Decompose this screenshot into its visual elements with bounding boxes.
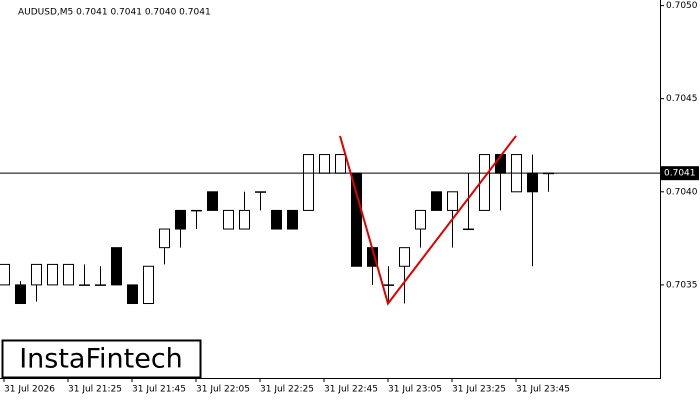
x-tick-label: 31 Jul 23:25 — [452, 385, 506, 395]
candle — [31, 263, 42, 302]
candle-body — [351, 172, 362, 267]
candle-body — [31, 263, 42, 286]
candle — [143, 265, 154, 305]
x-tick-label: 31 Jul 22:05 — [196, 385, 250, 395]
y-tick-label: 0.7040 — [666, 187, 698, 197]
candle-body — [527, 172, 538, 193]
candle-body — [143, 265, 154, 305]
candle-body — [431, 191, 442, 211]
last-price-box — [661, 166, 699, 181]
candle — [111, 247, 122, 286]
candle-body — [303, 154, 314, 211]
candle — [47, 263, 58, 286]
x-tick-label: 31 Jul 21:25 — [68, 385, 122, 395]
x-tick-label: 31 Jul 23:45 — [516, 385, 570, 395]
candle-body — [95, 284, 106, 286]
y-tick-label: 0.7035 — [666, 280, 698, 290]
candle — [95, 266, 106, 286]
candle-body — [15, 284, 26, 305]
candle — [287, 209, 298, 230]
candle — [191, 209, 202, 230]
candle-body — [271, 209, 282, 230]
candle — [351, 172, 362, 267]
candle — [127, 284, 138, 305]
candle — [15, 281, 26, 305]
x-tick-label: 31 Jul 21:45 — [132, 385, 186, 395]
y-tick-label: 0.7050 — [666, 1, 698, 11]
candle-body — [287, 209, 298, 230]
brand-box — [1, 339, 202, 379]
candle — [63, 263, 74, 286]
candle-body — [415, 209, 426, 230]
x-tick-label: 31 Jul 22:25 — [260, 385, 314, 395]
candle-body — [383, 284, 394, 286]
candle — [271, 209, 282, 230]
candle-body — [463, 228, 474, 231]
candle — [399, 247, 410, 304]
candle — [175, 209, 186, 248]
chart-title: AUDUSD,M5 0.7041 0.7041 0.7040 0.7041 — [18, 8, 211, 18]
candle-body — [399, 247, 410, 267]
brand-logo: InstaFintech — [19, 344, 183, 375]
last-price-label: 0.7041 — [664, 169, 696, 179]
candle-body — [0, 263, 10, 286]
candle-body — [127, 284, 138, 305]
y-tick-label: 0.7045 — [666, 94, 698, 104]
candle-body — [255, 191, 266, 193]
candle — [159, 228, 170, 265]
candle — [207, 191, 218, 211]
candle-body — [63, 263, 74, 286]
candle-body — [175, 209, 186, 230]
candle — [319, 154, 330, 174]
candle-body — [207, 191, 218, 211]
candle — [431, 191, 442, 211]
candle — [303, 154, 314, 211]
candle — [463, 173, 474, 231]
candle-body — [335, 154, 346, 174]
candle — [255, 191, 266, 211]
x-tick-label: 31 Jul 23:05 — [388, 385, 442, 395]
candle — [79, 264, 90, 286]
candle-body — [47, 263, 58, 286]
candle — [223, 209, 234, 230]
candle — [335, 154, 346, 174]
candle-body — [191, 209, 202, 212]
x-tick-label: 31 Jul 2026 — [4, 385, 55, 395]
candle-body — [239, 209, 250, 230]
candle-body — [111, 247, 122, 286]
candle — [239, 191, 250, 230]
candle — [0, 263, 10, 286]
x-tick-label: 31 Jul 22:45 — [324, 385, 378, 395]
candle-body — [447, 191, 458, 211]
plot — [0, 154, 554, 305]
candle-body — [319, 154, 330, 174]
pattern-line — [339, 135, 517, 306]
candle-body — [79, 284, 90, 286]
candle-body — [159, 228, 170, 249]
candle-body — [223, 209, 234, 230]
candle — [415, 209, 426, 248]
